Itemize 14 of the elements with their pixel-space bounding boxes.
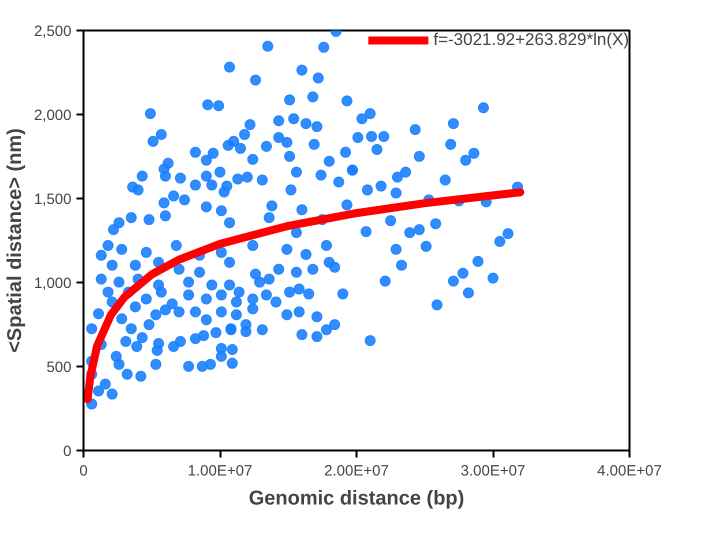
y-axis-title: <Spatial distance> (nm) [4,128,26,353]
x-tick-label: 0 [79,462,88,480]
y-tick-label: 2,000 [34,107,72,124]
y-tick-label: 0 [63,443,72,460]
y-tick-label: 1,500 [34,191,72,208]
x-tick-label: 3.00E+07 [460,462,526,480]
x-axis-title: Genomic distance (bp) [248,488,464,510]
legend-label: f=-3021.92+263.829*ln(X) [433,30,629,50]
y-tick-label: 500 [46,359,72,376]
y-tick-label: 1,000 [34,275,72,292]
x-tick-label: 1.00E+07 [188,462,252,480]
x-tick-label: 4.00E+07 [597,462,662,480]
y-tick-label: 2,500 [34,23,72,40]
x-tick-label: 2.00E+07 [324,462,389,480]
